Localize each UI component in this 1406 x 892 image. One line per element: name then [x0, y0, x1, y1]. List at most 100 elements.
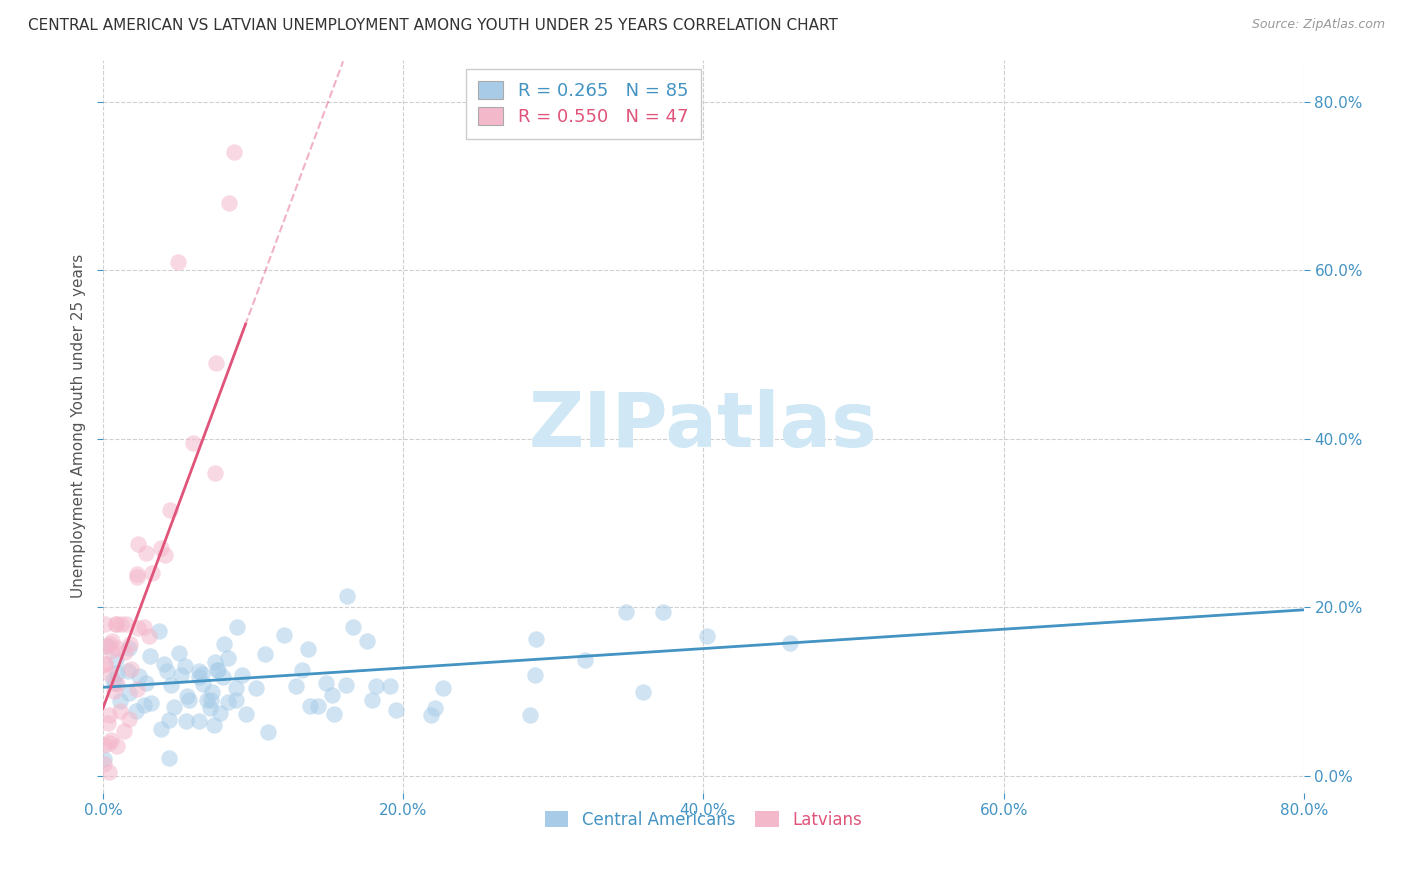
- Point: [159, 502, 181, 516]
- Point: [139, 648, 162, 663]
- Point: [96, 639, 118, 653]
- Point: [105, 677, 128, 691]
- Legend: Central Americans, Latvians: Central Americans, Latvians: [538, 805, 869, 836]
- Point: [315, 676, 337, 690]
- Point: [114, 617, 136, 632]
- Point: [423, 701, 446, 715]
- Point: [128, 669, 150, 683]
- Point: [631, 685, 654, 699]
- Point: [188, 670, 211, 684]
- Point: [298, 698, 321, 713]
- Point: [217, 694, 239, 708]
- Point: [98, 736, 121, 750]
- Point: [779, 636, 801, 650]
- Point: [523, 667, 546, 681]
- Point: [94, 657, 117, 671]
- Point: [162, 699, 184, 714]
- Point: [205, 663, 228, 677]
- Point: [97, 707, 120, 722]
- Point: [200, 685, 222, 699]
- Point: [105, 653, 128, 667]
- Point: [93, 657, 115, 671]
- Point: [110, 694, 132, 708]
- Point: [385, 703, 408, 717]
- Point: [134, 698, 156, 712]
- Point: [167, 646, 190, 660]
- Point: [141, 566, 163, 580]
- Point: [170, 668, 193, 682]
- Point: [231, 668, 253, 682]
- Point: [335, 678, 357, 692]
- Point: [148, 624, 170, 639]
- Point: [96, 639, 118, 653]
- Point: [174, 658, 197, 673]
- Point: [207, 663, 229, 677]
- Point: [174, 714, 197, 728]
- Point: [159, 678, 181, 692]
- Point: [117, 712, 139, 726]
- Point: [176, 690, 198, 704]
- Point: [103, 683, 125, 698]
- Point: [181, 436, 204, 450]
- Point: [297, 642, 319, 657]
- Point: [127, 682, 149, 697]
- Point: [93, 752, 115, 766]
- Point: [101, 673, 124, 688]
- Point: [150, 722, 173, 736]
- Point: [253, 647, 276, 661]
- Point: [204, 466, 226, 480]
- Point: [93, 738, 115, 752]
- Point: [336, 589, 359, 603]
- Point: [187, 714, 209, 729]
- Point: [127, 570, 149, 584]
- Point: [101, 633, 124, 648]
- Point: [198, 700, 221, 714]
- Point: [224, 145, 246, 160]
- Point: [225, 681, 247, 696]
- Point: [105, 739, 128, 753]
- Point: [100, 732, 122, 747]
- Point: [118, 686, 141, 700]
- Point: [159, 751, 181, 765]
- Point: [360, 693, 382, 707]
- Point: [524, 632, 547, 647]
- Point: [118, 637, 141, 651]
- Point: [195, 693, 218, 707]
- Point: [100, 637, 122, 651]
- Text: CENTRAL AMERICAN VS LATVIAN UNEMPLOYMENT AMONG YOUTH UNDER 25 YEARS CORRELATION : CENTRAL AMERICAN VS LATVIAN UNEMPLOYMENT…: [28, 18, 838, 33]
- Point: [138, 629, 160, 643]
- Point: [120, 662, 142, 676]
- Text: Source: ZipAtlas.com: Source: ZipAtlas.com: [1251, 18, 1385, 31]
- Point: [696, 629, 718, 643]
- Point: [652, 605, 675, 619]
- Point: [342, 620, 364, 634]
- Point: [114, 645, 136, 659]
- Point: [614, 605, 637, 619]
- Point: [124, 704, 146, 718]
- Point: [135, 675, 157, 690]
- Point: [112, 724, 135, 739]
- Point: [323, 706, 346, 721]
- Y-axis label: Unemployment Among Youth under 25 years: Unemployment Among Youth under 25 years: [72, 254, 86, 599]
- Point: [205, 356, 228, 370]
- Point: [149, 541, 172, 555]
- Point: [235, 706, 257, 721]
- Point: [225, 619, 247, 633]
- Point: [208, 706, 231, 720]
- Point: [214, 637, 236, 651]
- Point: [98, 666, 121, 681]
- Point: [356, 634, 378, 648]
- Point: [574, 653, 596, 667]
- Point: [104, 676, 127, 690]
- Point: [202, 717, 225, 731]
- Point: [153, 657, 176, 672]
- Point: [188, 664, 211, 678]
- Point: [284, 679, 307, 693]
- Point: [98, 765, 121, 780]
- Point: [191, 667, 214, 681]
- Point: [291, 663, 314, 677]
- Point: [307, 698, 329, 713]
- Point: [110, 617, 132, 632]
- Point: [93, 756, 115, 771]
- Point: [141, 697, 163, 711]
